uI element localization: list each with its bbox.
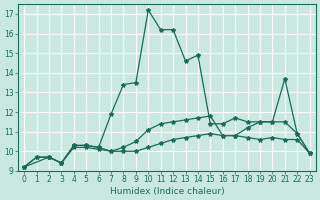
X-axis label: Humidex (Indice chaleur): Humidex (Indice chaleur) <box>109 187 224 196</box>
